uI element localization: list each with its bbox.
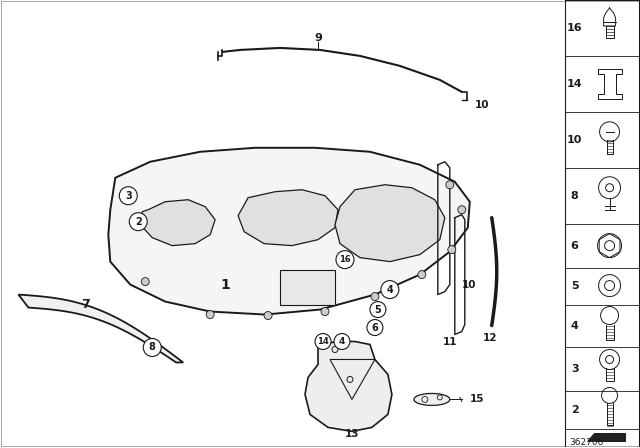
Circle shape (334, 333, 350, 349)
Circle shape (371, 293, 379, 301)
Circle shape (141, 278, 149, 285)
Text: 362706: 362706 (570, 438, 604, 447)
Circle shape (143, 339, 161, 357)
Text: 6: 6 (571, 241, 579, 250)
Text: 5: 5 (571, 281, 579, 291)
Text: 15: 15 (470, 394, 484, 405)
Text: 14: 14 (567, 79, 582, 89)
Polygon shape (595, 433, 625, 441)
Text: 9: 9 (314, 33, 322, 43)
Circle shape (336, 250, 354, 269)
Circle shape (206, 310, 214, 319)
Circle shape (448, 246, 456, 254)
Bar (280, 270, 335, 305)
Text: 4: 4 (387, 284, 393, 295)
Text: 10: 10 (462, 280, 476, 289)
Polygon shape (108, 148, 470, 314)
Text: 11: 11 (443, 336, 457, 346)
Circle shape (381, 280, 399, 298)
Polygon shape (335, 185, 445, 262)
Text: 12: 12 (483, 332, 497, 343)
Circle shape (458, 206, 466, 214)
Circle shape (119, 187, 137, 205)
Polygon shape (305, 341, 392, 431)
Text: 16: 16 (567, 23, 582, 33)
Text: 4: 4 (339, 337, 345, 346)
Text: 1: 1 (220, 278, 230, 292)
Text: 6: 6 (372, 323, 378, 332)
Text: 2: 2 (135, 217, 141, 227)
Circle shape (129, 213, 147, 231)
Circle shape (367, 319, 383, 336)
Text: 7: 7 (81, 298, 90, 311)
Text: 3: 3 (571, 365, 579, 375)
Text: 10: 10 (475, 100, 489, 110)
Text: 3: 3 (125, 191, 132, 201)
Text: 16: 16 (339, 255, 351, 264)
Text: 5: 5 (374, 305, 381, 314)
Polygon shape (140, 200, 215, 246)
Circle shape (370, 302, 386, 318)
Circle shape (126, 194, 134, 202)
Circle shape (315, 333, 331, 349)
Polygon shape (414, 393, 450, 405)
Circle shape (321, 308, 329, 315)
Polygon shape (238, 190, 338, 246)
Circle shape (446, 181, 454, 189)
Polygon shape (19, 295, 183, 362)
Text: 2: 2 (571, 405, 579, 415)
Polygon shape (588, 433, 595, 441)
Text: 8: 8 (149, 342, 156, 353)
Circle shape (418, 271, 426, 279)
Text: 4: 4 (571, 321, 579, 331)
Text: 10: 10 (567, 135, 582, 145)
Text: 13: 13 (345, 429, 359, 439)
Text: 14: 14 (317, 337, 329, 346)
Text: 8: 8 (571, 191, 579, 201)
Circle shape (264, 311, 272, 319)
